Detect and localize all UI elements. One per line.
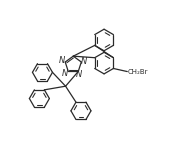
Text: N: N [76,70,82,79]
Text: N: N [59,56,65,65]
Text: CH₂Br: CH₂Br [128,69,149,75]
Text: N: N [62,68,68,78]
Text: N: N [81,57,88,66]
